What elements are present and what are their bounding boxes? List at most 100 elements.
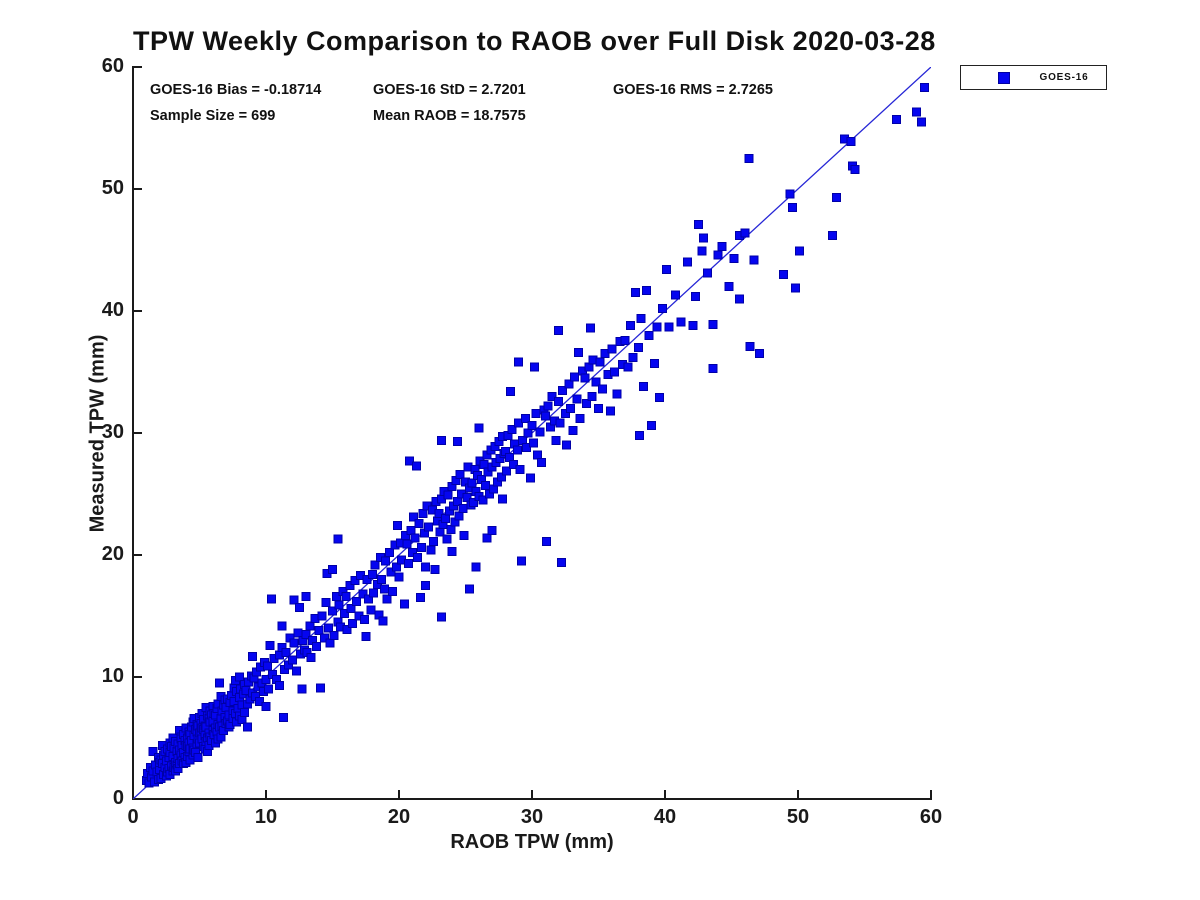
data-point	[655, 393, 665, 403]
data-point	[543, 401, 553, 411]
data-point	[350, 576, 360, 586]
data-point	[293, 628, 303, 638]
data-point	[347, 618, 357, 628]
data-point	[532, 450, 542, 460]
y-tick-label: 60	[101, 55, 124, 77]
data-point	[506, 387, 516, 397]
data-point	[277, 621, 287, 631]
data-point	[591, 377, 601, 387]
data-point	[575, 413, 585, 423]
data-point	[362, 574, 372, 584]
data-point	[496, 472, 506, 482]
data-point	[234, 672, 244, 682]
data-point	[708, 363, 718, 373]
data-point	[435, 527, 445, 537]
data-point	[437, 612, 447, 622]
data-point	[278, 712, 288, 722]
legend-marker-square	[998, 72, 1010, 84]
data-point	[535, 427, 545, 437]
data-point	[526, 473, 536, 483]
data-point	[729, 254, 739, 264]
data-point	[586, 323, 596, 333]
data-point	[850, 164, 860, 174]
data-point	[574, 347, 584, 357]
data-point	[600, 349, 610, 359]
data-point	[641, 285, 651, 295]
data-point	[261, 674, 271, 684]
data-point	[628, 352, 638, 362]
chart-title: TPW Weekly Comparison to RAOB over Full …	[133, 26, 936, 56]
data-point	[193, 753, 203, 763]
data-point	[487, 526, 497, 536]
data-point	[699, 233, 709, 243]
y-tick	[134, 554, 142, 556]
data-point	[414, 518, 424, 528]
data-point	[430, 565, 440, 575]
data-point	[351, 596, 361, 606]
data-point	[479, 460, 489, 470]
data-point	[391, 562, 401, 572]
data-point	[366, 605, 376, 615]
data-point	[341, 591, 351, 601]
data-point	[401, 530, 411, 540]
data-point	[305, 621, 315, 631]
data-point	[488, 484, 498, 494]
data-point	[639, 382, 649, 392]
y-tick-label: 40	[101, 299, 124, 321]
data-point	[644, 330, 654, 340]
data-point	[417, 543, 427, 553]
y-tick	[134, 432, 142, 434]
data-point	[832, 193, 842, 203]
data-point	[502, 466, 512, 476]
data-point	[399, 599, 409, 609]
x-axis-title: RAOB TPW (mm)	[450, 831, 614, 853]
data-point	[740, 228, 750, 238]
data-point	[676, 317, 686, 327]
data-point	[455, 469, 465, 479]
data-point	[214, 678, 224, 688]
data-point	[342, 624, 352, 634]
legend-label: GOES-16	[1039, 72, 1089, 83]
data-point	[331, 591, 341, 601]
data-point	[594, 404, 603, 414]
data-point	[512, 445, 522, 455]
data-point	[297, 684, 307, 694]
stat-std: GOES-16 StD = 2.7201	[373, 82, 526, 98]
x-tick-label: 10	[254, 806, 278, 828]
data-point	[437, 435, 447, 445]
data-point	[683, 257, 693, 267]
data-point	[917, 117, 927, 127]
data-point	[454, 511, 464, 521]
data-point	[421, 562, 431, 572]
data-point	[482, 533, 492, 543]
data-point	[324, 623, 334, 633]
data-point	[358, 589, 368, 599]
data-point	[294, 602, 304, 612]
y-tick-label: 10	[101, 665, 124, 687]
data-point	[429, 537, 439, 547]
x-tick-label: 50	[786, 806, 810, 828]
data-point	[572, 394, 582, 404]
data-point	[693, 219, 703, 229]
data-point	[289, 638, 299, 648]
data-point	[566, 404, 576, 414]
data-point	[240, 707, 250, 717]
data-point	[242, 722, 252, 732]
data-point	[652, 322, 662, 332]
data-point	[314, 626, 324, 636]
data-point	[633, 343, 643, 353]
x-tick	[930, 790, 932, 798]
data-point	[749, 255, 759, 265]
y-tick	[134, 188, 142, 190]
x-tick	[531, 790, 533, 798]
data-point	[316, 683, 326, 693]
data-point	[498, 494, 508, 504]
data-point	[413, 552, 423, 562]
data-point	[385, 548, 395, 558]
data-point	[697, 246, 707, 256]
data-point	[403, 559, 413, 569]
data-point	[377, 574, 387, 584]
legend: GOES-16	[960, 65, 1107, 90]
data-point	[265, 640, 275, 650]
y-tick	[134, 798, 142, 800]
